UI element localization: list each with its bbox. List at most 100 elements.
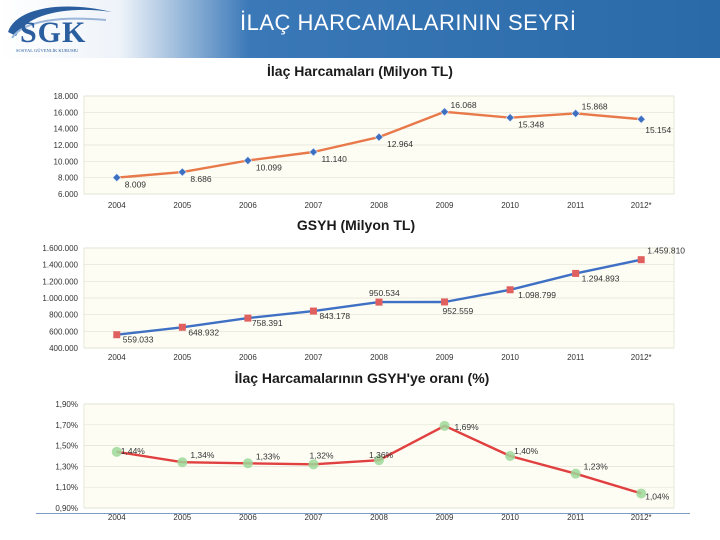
y-tick-label: 800.000 xyxy=(49,311,78,320)
data-label: 1.459.810 xyxy=(647,246,685,256)
x-tick-label: 2008 xyxy=(370,353,388,362)
data-label: 12.964 xyxy=(387,139,413,149)
x-tick-label: 2012* xyxy=(631,353,652,362)
x-tick-label: 2005 xyxy=(173,201,191,210)
x-tick-label: 2005 xyxy=(173,353,191,362)
y-tick-label: 14.000 xyxy=(54,125,79,134)
data-label: 1,04% xyxy=(645,491,670,501)
data-point xyxy=(309,307,317,315)
slide-title: İLAÇ HARCAMALARININ SEYRİ xyxy=(240,10,577,35)
data-point xyxy=(440,107,449,117)
x-tick-label: 2007 xyxy=(305,513,323,522)
data-label: 1.294.893 xyxy=(582,273,620,283)
data-label: 1,36% xyxy=(369,450,394,460)
data-label: 1,33% xyxy=(256,451,281,461)
data-label: 843.178 xyxy=(319,311,350,321)
x-tick-label: 2005 xyxy=(173,513,191,522)
data-label: 8.009 xyxy=(125,180,147,190)
data-label: 1,40% xyxy=(514,446,539,456)
y-tick-label: 1.000.000 xyxy=(42,294,78,303)
y-tick-label: 1,90% xyxy=(55,400,78,409)
data-label: 1,69% xyxy=(455,422,480,432)
data-point xyxy=(572,269,580,277)
x-tick-label: 2008 xyxy=(370,513,388,522)
data-point xyxy=(111,446,122,457)
data-point xyxy=(112,173,122,183)
data-point xyxy=(113,331,121,339)
data-point xyxy=(506,286,514,294)
logo-swoosh-icon xyxy=(8,6,112,39)
y-tick-label: 1,10% xyxy=(55,483,78,492)
x-tick-label: 2012* xyxy=(631,513,652,522)
chart-title: İlaç Harcamalarının GSYH'ye oranı (%) xyxy=(235,370,490,386)
x-tick-label: 2006 xyxy=(239,201,257,210)
x-tick-label: 2004 xyxy=(108,353,126,362)
data-label: 10.099 xyxy=(256,163,282,173)
data-label: 15.868 xyxy=(582,101,608,111)
logo-subtitle: SOSYAL GÜVENLİK KURUMU xyxy=(16,48,79,53)
data-point xyxy=(571,108,581,118)
slide-header: SGK SOSYAL GÜVENLİK KURUMU İLAÇ HARCAMAL… xyxy=(0,0,720,58)
chart-title: GSYH (Milyon TL) xyxy=(297,217,415,233)
y-tick-label: 16.000 xyxy=(54,108,79,117)
data-label: 1.098.799 xyxy=(518,290,556,300)
y-tick-label: 600.000 xyxy=(49,327,78,336)
data-label: 1,23% xyxy=(584,462,609,472)
y-tick-label: 0,90% xyxy=(55,504,78,513)
chart-2: GSYH (Milyon TL) 400.000 600.000 800.000 1.0… xyxy=(42,217,685,362)
data-point xyxy=(375,298,383,306)
data-point xyxy=(374,455,384,466)
sgk-logo: SGK SOSYAL GÜVENLİK KURUMU xyxy=(2,2,130,56)
y-tick-label: 12.000 xyxy=(54,141,79,150)
x-tick-label: 2004 xyxy=(108,513,126,522)
data-label: 559.033 xyxy=(123,335,154,345)
x-tick-label: 2007 xyxy=(305,353,323,362)
charts-container: İlaç Harcamaları (Milyon TL) 6.000 8.000 10… xyxy=(42,63,685,522)
y-tick-label: 1,70% xyxy=(55,421,78,430)
y-tick-label: 1.600.000 xyxy=(42,244,78,253)
x-tick-label: 2010 xyxy=(501,201,519,210)
chart-1: İlaç Harcamaları (Milyon TL) 6.000 8.000 10… xyxy=(54,63,675,210)
data-label: 1,44% xyxy=(121,446,146,456)
data-label: 648.932 xyxy=(188,327,219,337)
data-point xyxy=(244,314,252,322)
data-point xyxy=(177,167,187,177)
data-point xyxy=(637,256,645,264)
data-label: 952.559 xyxy=(443,306,474,316)
x-tick-label: 2007 xyxy=(305,201,323,210)
x-tick-label: 2010 xyxy=(501,353,519,362)
data-point xyxy=(309,147,318,157)
y-tick-label: 1.400.000 xyxy=(42,261,78,270)
y-tick-label: 18.000 xyxy=(54,92,79,101)
data-label: 758.391 xyxy=(252,318,283,328)
data-label: 1,34% xyxy=(190,450,215,460)
y-tick-label: 1.200.000 xyxy=(42,277,78,286)
x-tick-label: 2009 xyxy=(436,513,454,522)
x-tick-label: 2006 xyxy=(239,353,257,362)
y-tick-label: 1,50% xyxy=(55,442,78,451)
x-tick-label: 2010 xyxy=(501,513,519,522)
data-label: 1,32% xyxy=(309,450,334,460)
data-point xyxy=(242,458,253,469)
data-point xyxy=(308,459,319,470)
y-tick-label: 8.000 xyxy=(58,174,79,183)
data-point xyxy=(505,451,516,461)
x-tick-label: 2006 xyxy=(239,513,257,522)
data-point xyxy=(178,323,186,331)
data-point xyxy=(439,420,450,431)
chart-3: İlaç Harcamalarının GSYH'ye oranı (%) 0,9… xyxy=(55,370,675,522)
y-tick-label: 6.000 xyxy=(58,190,79,199)
data-label: 15.348 xyxy=(518,120,544,130)
x-tick-label: 2011 xyxy=(567,201,585,210)
y-tick-label: 400.000 xyxy=(49,344,78,353)
x-tick-label: 2009 xyxy=(436,353,454,362)
data-point xyxy=(636,488,647,499)
data-point xyxy=(636,114,646,124)
y-tick-label: 1,30% xyxy=(55,462,78,471)
data-label: 16.068 xyxy=(451,100,477,110)
data-point xyxy=(505,113,515,123)
x-tick-label: 2008 xyxy=(370,201,388,210)
data-point xyxy=(570,468,581,479)
data-label: 950.534 xyxy=(369,288,400,298)
x-tick-label: 2011 xyxy=(567,353,585,362)
